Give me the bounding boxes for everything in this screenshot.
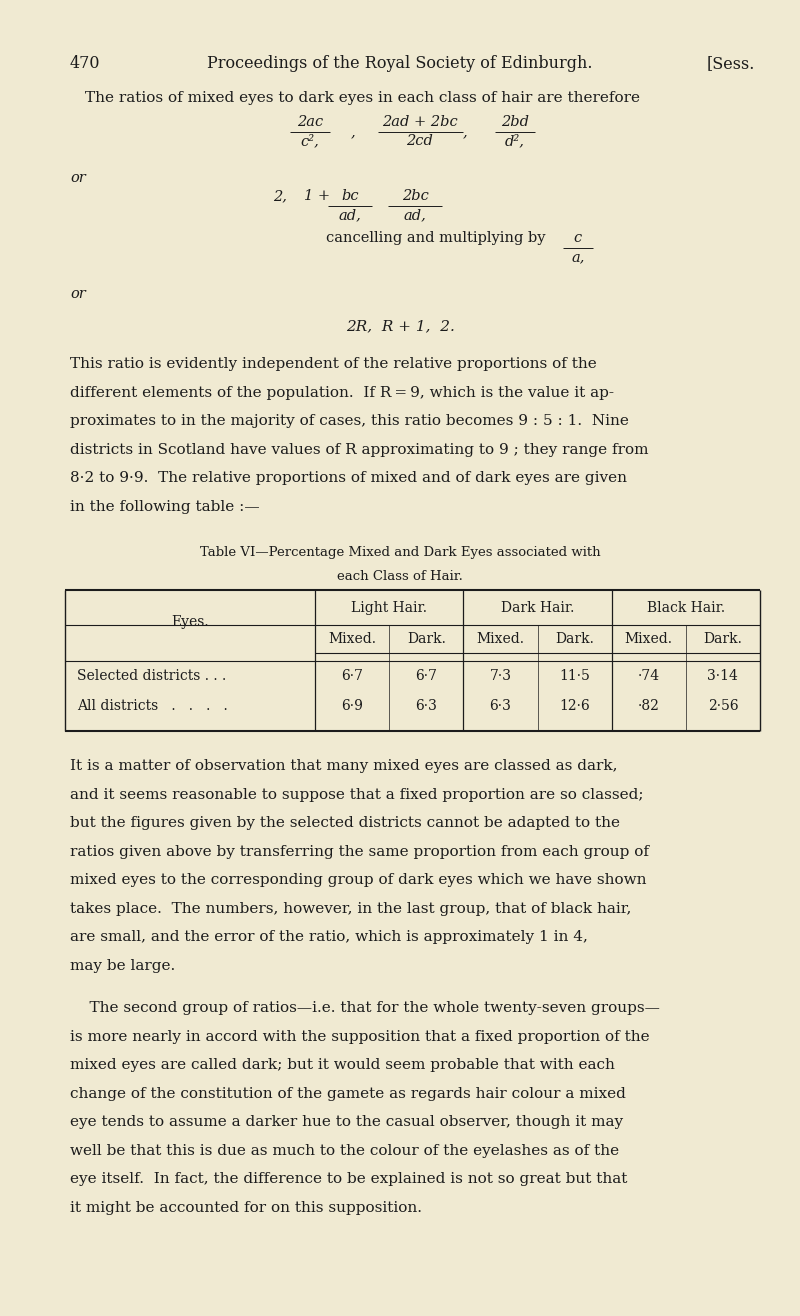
Text: c: c	[574, 232, 582, 245]
Text: The ratios of mixed eyes to dark eyes in each class of hair are therefore: The ratios of mixed eyes to dark eyes in…	[85, 91, 640, 105]
Text: 2cd: 2cd	[406, 134, 434, 147]
Text: or: or	[70, 287, 86, 301]
Text: in the following table :—: in the following table :—	[70, 500, 260, 513]
Text: ad,: ad,	[404, 208, 426, 222]
Text: cancelling and multiplying by: cancelling and multiplying by	[326, 232, 550, 245]
Text: or: or	[70, 171, 86, 186]
Text: 2R,  R + 1,  2.: 2R, R + 1, 2.	[346, 318, 454, 333]
Text: 2,: 2,	[273, 190, 287, 203]
Text: mixed eyes are called dark; but it would seem probable that with each: mixed eyes are called dark; but it would…	[70, 1058, 615, 1073]
Text: 2bc: 2bc	[402, 190, 429, 203]
Text: Mixed.: Mixed.	[625, 632, 673, 646]
Text: ·74: ·74	[638, 669, 660, 683]
Text: It is a matter of observation that many mixed eyes are classed as dark,: It is a matter of observation that many …	[70, 759, 618, 772]
Text: 2·56: 2·56	[708, 699, 738, 713]
Text: 470: 470	[70, 55, 101, 72]
Text: well be that this is due as much to the colour of the eyelashes as of the: well be that this is due as much to the …	[70, 1144, 619, 1158]
Text: each Class of Hair.: each Class of Hair.	[337, 570, 463, 583]
Text: Dark Hair.: Dark Hair.	[501, 600, 574, 615]
Text: 2bd: 2bd	[501, 114, 529, 129]
Text: 12·6: 12·6	[559, 699, 590, 713]
Text: and it seems reasonable to suppose that a fixed proportion are so classed;: and it seems reasonable to suppose that …	[70, 787, 643, 801]
Text: d²,: d²,	[505, 134, 525, 147]
Text: 11·5: 11·5	[559, 669, 590, 683]
Text: proximates to in the majority of cases, this ratio becomes 9 : 5 : 1.  Nine: proximates to in the majority of cases, …	[70, 415, 629, 428]
Text: 6·7: 6·7	[341, 669, 363, 683]
Text: [Sess.: [Sess.	[706, 55, 755, 72]
Text: 7·3: 7·3	[490, 669, 511, 683]
Text: 2ad + 2bc: 2ad + 2bc	[382, 114, 458, 129]
Text: This ratio is evidently independent of the relative proportions of the: This ratio is evidently independent of t…	[70, 357, 597, 371]
Text: takes place.  The numbers, however, in the last group, that of black hair,: takes place. The numbers, however, in th…	[70, 901, 631, 916]
Text: mixed eyes to the corresponding group of dark eyes which we have shown: mixed eyes to the corresponding group of…	[70, 873, 646, 887]
Text: districts in Scotland have values of R approximating to 9 ; they range from: districts in Scotland have values of R a…	[70, 442, 649, 457]
Text: 6·9: 6·9	[341, 699, 363, 713]
Text: but the figures given by the selected districts cannot be adapted to the: but the figures given by the selected di…	[70, 816, 620, 830]
Text: ratios given above by transferring the same proportion from each group of: ratios given above by transferring the s…	[70, 845, 649, 858]
Text: Dark.: Dark.	[555, 632, 594, 646]
Text: ,: ,	[350, 125, 355, 139]
Text: change of the constitution of the gamete as regards hair colour a mixed: change of the constitution of the gamete…	[70, 1087, 626, 1100]
Text: c²,: c²,	[301, 134, 319, 147]
Text: eye itself.  In fact, the difference to be explained is not so great but that: eye itself. In fact, the difference to b…	[70, 1173, 627, 1186]
Text: different elements of the population.  If R = 9, which is the value it ap-: different elements of the population. If…	[70, 386, 614, 400]
Text: 6·3: 6·3	[490, 699, 511, 713]
Text: All districts   .   .   .   .: All districts . . . .	[77, 699, 228, 713]
Text: Mixed.: Mixed.	[477, 632, 525, 646]
Text: Proceedings of the Royal Society of Edinburgh.: Proceedings of the Royal Society of Edin…	[207, 55, 593, 72]
Text: are small, and the error of the ratio, which is approximately 1 in 4,: are small, and the error of the ratio, w…	[70, 930, 588, 944]
Text: is more nearly in accord with the supposition that a fixed proportion of the: is more nearly in accord with the suppos…	[70, 1029, 650, 1044]
Text: Mixed.: Mixed.	[328, 632, 376, 646]
Text: 6·7: 6·7	[415, 669, 438, 683]
Text: it might be accounted for on this supposition.: it might be accounted for on this suppos…	[70, 1200, 422, 1215]
Text: Dark.: Dark.	[703, 632, 742, 646]
Text: ad,: ad,	[338, 208, 362, 222]
Text: The second group of ratios—i.e. that for the whole twenty-seven groups—: The second group of ratios—i.e. that for…	[70, 1001, 660, 1015]
Text: Light Hair.: Light Hair.	[351, 600, 427, 615]
Text: ·82: ·82	[638, 699, 660, 713]
Text: 8·2 to 9·9.  The relative proportions of mixed and of dark eyes are given: 8·2 to 9·9. The relative proportions of …	[70, 471, 627, 486]
Text: eye tends to assume a darker hue to the casual observer, though it may: eye tends to assume a darker hue to the …	[70, 1115, 623, 1129]
Text: Eyes.: Eyes.	[171, 615, 209, 629]
Text: Selected districts . . .: Selected districts . . .	[77, 669, 226, 683]
Text: Table VI—Percentage Mixed and Dark Eyes associated with: Table VI—Percentage Mixed and Dark Eyes …	[200, 546, 600, 559]
Text: a,: a,	[571, 250, 585, 265]
Text: may be large.: may be large.	[70, 958, 175, 973]
Text: 1 +: 1 +	[304, 190, 330, 203]
Text: Black Hair.: Black Hair.	[646, 600, 725, 615]
Text: ,: ,	[462, 125, 467, 139]
Text: 6·3: 6·3	[415, 699, 437, 713]
Text: 3·14: 3·14	[707, 669, 738, 683]
Text: 2ac: 2ac	[297, 114, 323, 129]
Text: bc: bc	[341, 190, 359, 203]
Text: Dark.: Dark.	[407, 632, 446, 646]
